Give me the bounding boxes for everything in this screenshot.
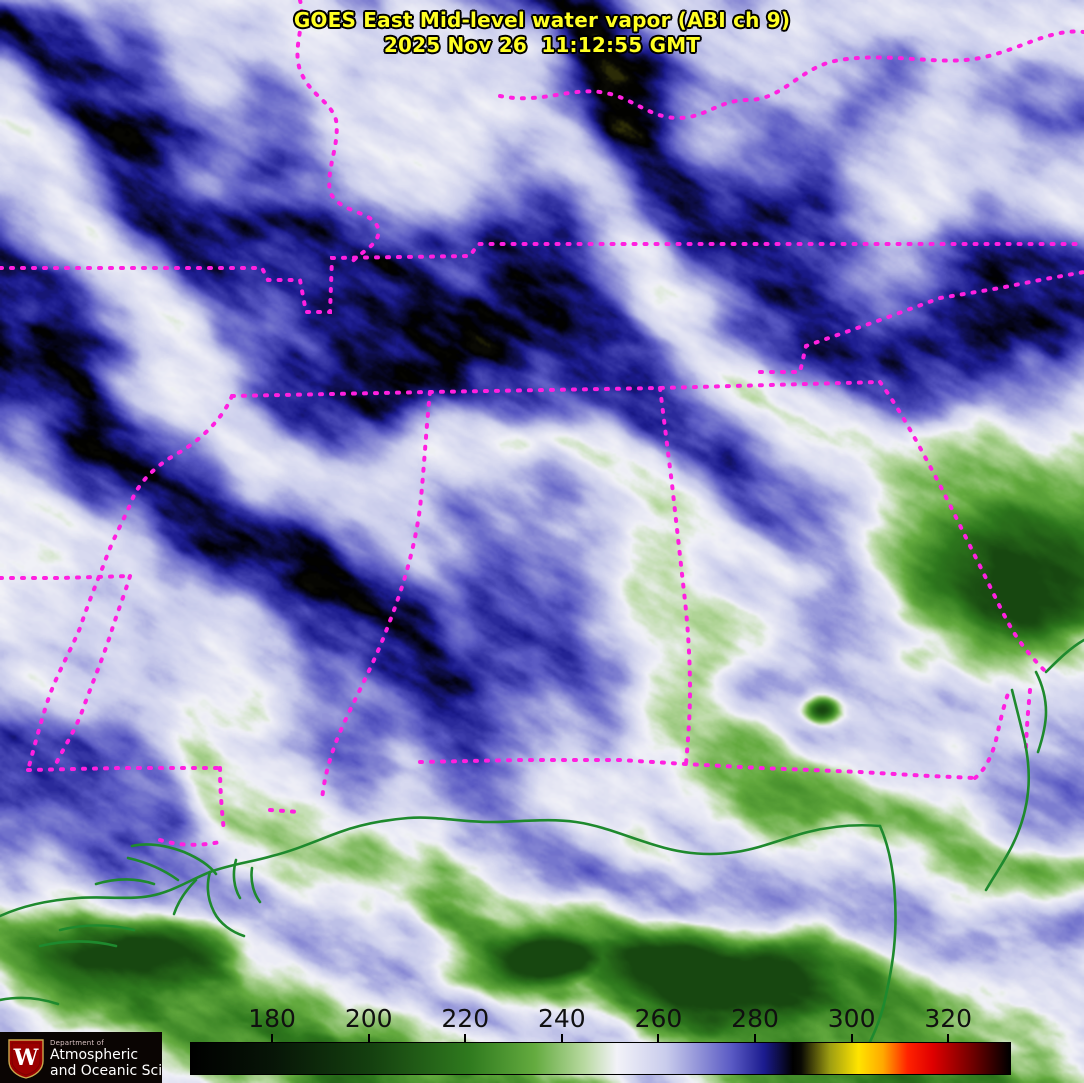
colorbar-tick [850, 1034, 853, 1042]
logo-department-label: Department of [50, 1039, 104, 1047]
svg-text:W: W [13, 1045, 39, 1071]
colorbar-tick-label: 280 [731, 1004, 779, 1033]
colorbar-tick [754, 1034, 757, 1042]
colorbar-tick-labels: 180 200 220 240 260 280 300 320 [190, 1004, 1011, 1036]
colorbar-tick [367, 1034, 370, 1042]
colorbar-tick [657, 1034, 660, 1042]
uw-crest-icon: W [8, 1039, 44, 1079]
logo-line-1: Atmospheric [50, 1047, 139, 1063]
colorbar-tick-label: 180 [248, 1004, 296, 1033]
colorbar-tick [271, 1034, 274, 1042]
colorbar-gradient [190, 1042, 1011, 1075]
colorbar-tick-label: 320 [924, 1004, 973, 1033]
uw-aos-logo: W Department of Atmospheric and Oceanic … [0, 1032, 162, 1083]
colorbar-tick-label: 220 [441, 1004, 490, 1033]
colorbar-tick-label: 200 [344, 1004, 393, 1033]
colorbar-tick-label: 260 [634, 1004, 683, 1033]
colorbar: 180 200 220 240 260 280 300 320 [190, 1004, 1011, 1075]
colorbar-tick-marks [190, 1034, 1011, 1042]
colorbar-tick-label: 300 [827, 1004, 876, 1033]
colorbar-tick [947, 1034, 950, 1042]
colorbar-tick [464, 1034, 467, 1042]
colorbar-tick-label: 240 [538, 1004, 586, 1033]
colorbar-tick [560, 1034, 563, 1042]
logo-line-2: and Oceanic Sciences [50, 1063, 162, 1079]
